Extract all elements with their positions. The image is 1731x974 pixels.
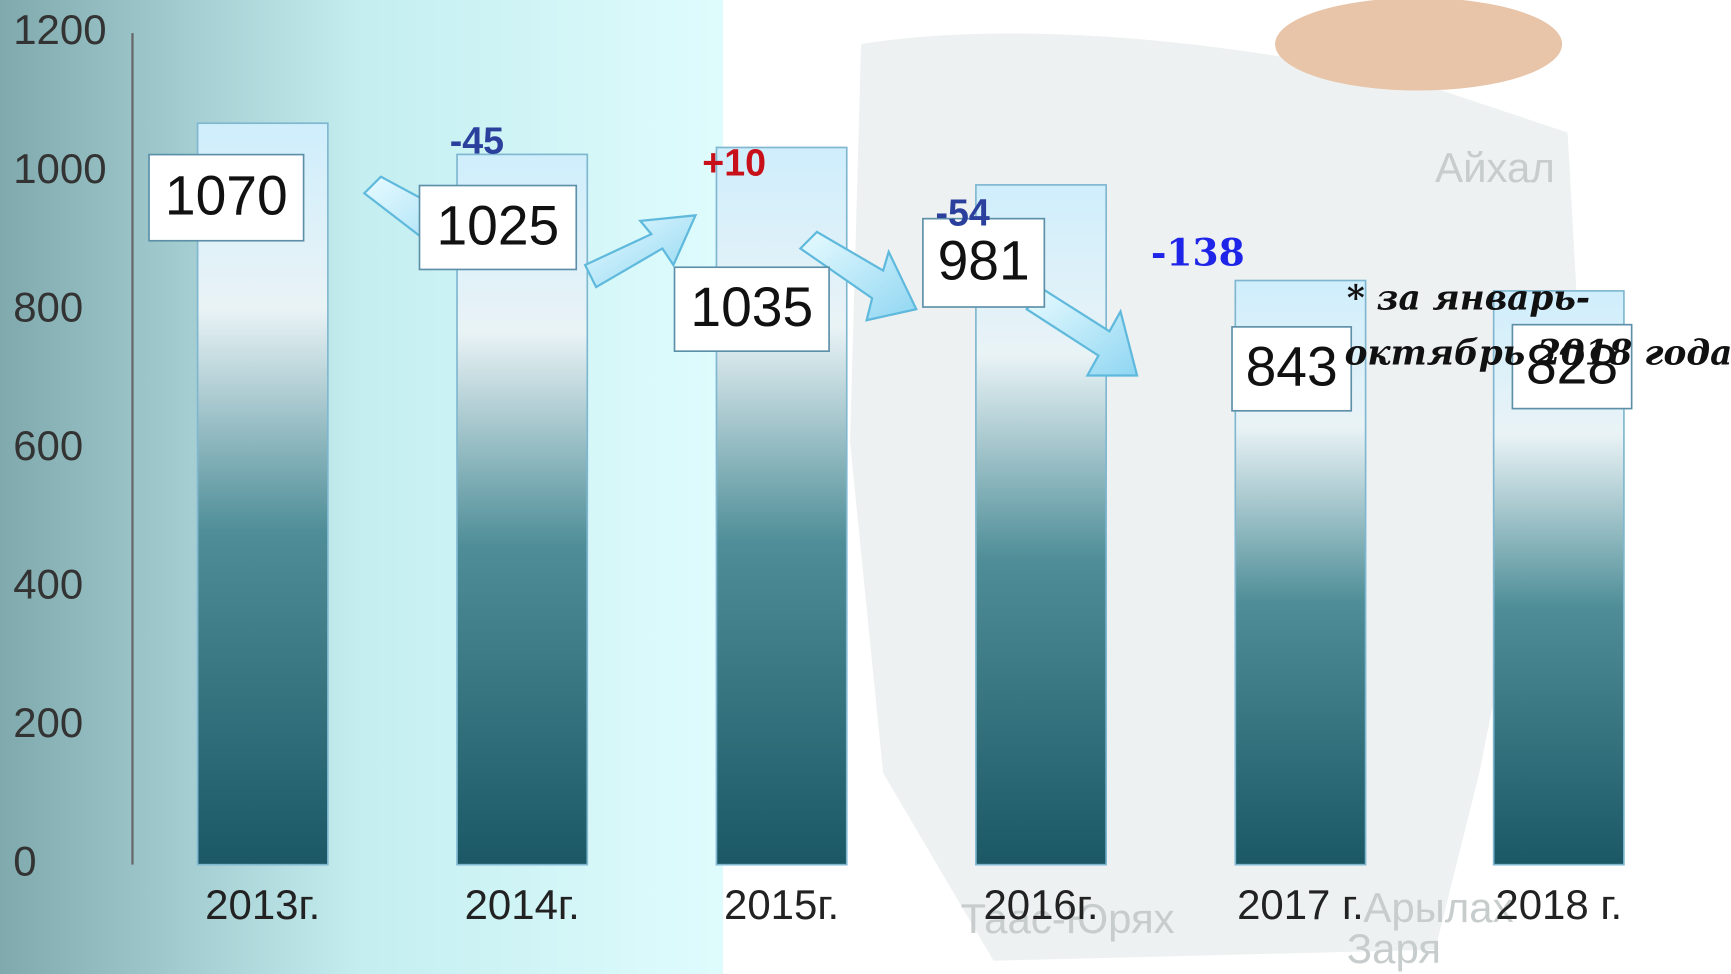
bar [196, 122, 329, 866]
value-label-box [148, 153, 305, 242]
value-label: 1025 [437, 194, 560, 256]
value-label: 981 [938, 230, 1030, 292]
value-label-box [673, 266, 830, 352]
change-label: -138 [1151, 231, 1245, 275]
y-tick-label: 1200 [13, 6, 106, 53]
value-label: 843 [1246, 336, 1338, 398]
change-label: +10 [702, 142, 766, 184]
y-tick-label: 600 [13, 422, 83, 469]
value-label-box [922, 217, 1046, 308]
y-tick-label: 400 [13, 561, 83, 608]
x-tick-label: 2016г. [983, 881, 1098, 928]
arrow [798, 230, 918, 322]
y-tick-label: 1000 [13, 145, 106, 192]
value-label: 1035 [690, 276, 813, 338]
arrow [583, 214, 698, 289]
y-tick-label: 800 [13, 283, 83, 330]
value-label-box [1511, 323, 1633, 410]
map-label: Арылах [1363, 884, 1513, 931]
x-tick-label: 2015г. [724, 881, 839, 928]
bar [456, 153, 589, 866]
value-label-box [1231, 326, 1353, 412]
x-tick-label: 2017 г. [1237, 881, 1364, 928]
note: * за январь- [1347, 278, 1590, 318]
map-label: Айхал [1435, 144, 1555, 191]
value-label: 828 [1526, 333, 1618, 395]
baby-photo [1275, 0, 1563, 91]
change-label: -45 [450, 119, 504, 161]
value-label-box [418, 184, 578, 271]
y-tick-label: 200 [13, 699, 83, 746]
y-tick-label: 0 [13, 838, 36, 885]
change-label: -54 [936, 191, 990, 233]
arrow [1025, 287, 1139, 377]
value-label: 1070 [165, 164, 288, 226]
x-tick-label: 2018 г. [1495, 881, 1622, 928]
map-label: Таас-Юрях [960, 895, 1174, 942]
background-panel [0, 0, 724, 974]
note: октябрь 2018 года [1345, 334, 1731, 374]
x-tick-label: 2013г. [205, 881, 320, 928]
x-tick-label: 2014г. [465, 881, 580, 928]
map-label: Заря [1347, 925, 1441, 972]
